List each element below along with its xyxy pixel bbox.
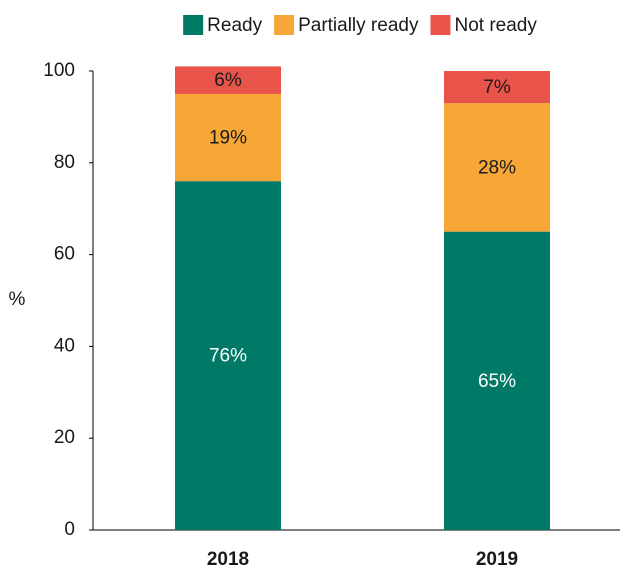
bar-segment — [175, 181, 281, 530]
legend-label: Not ready — [454, 15, 537, 36]
x-tick-label: 2019 — [476, 549, 518, 570]
bar-segment — [444, 231, 550, 530]
legend-label: Partially ready — [298, 15, 419, 36]
y-tick-label: 80 — [54, 152, 75, 173]
y-tick-label: 60 — [54, 244, 75, 265]
bar-segment — [175, 93, 281, 182]
y-axis-label: % — [9, 289, 26, 310]
value-label: 28% — [478, 157, 516, 178]
value-label: 6% — [214, 70, 242, 91]
legend-label: Ready — [207, 15, 262, 36]
value-label: 19% — [209, 128, 247, 149]
legend-swatch — [430, 15, 451, 35]
value-label: 65% — [478, 371, 516, 392]
y-tick-label: 40 — [54, 335, 75, 356]
value-label: 76% — [209, 346, 247, 367]
bar-segment — [444, 103, 550, 232]
value-label: 7% — [483, 77, 511, 98]
bar-segment — [444, 71, 550, 104]
bar-segment — [175, 66, 281, 94]
x-tick-label: 2018 — [207, 549, 249, 570]
y-tick-label: 20 — [54, 427, 75, 448]
y-tick-label: 0 — [64, 519, 75, 540]
legend-swatch — [183, 15, 204, 35]
y-tick-label: 100 — [43, 60, 75, 81]
legend-swatch — [274, 15, 295, 35]
